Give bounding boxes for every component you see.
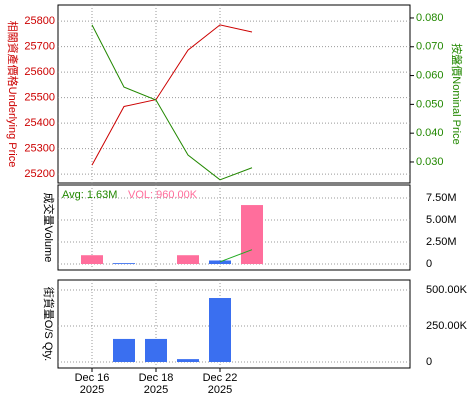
legend-entry: VOL: 960.00K xyxy=(128,189,198,201)
y2-tick-label: 0.030 xyxy=(416,156,444,168)
x-tick-label: Dec 18 xyxy=(139,372,174,384)
x-tick-label: Dec 16 xyxy=(75,372,110,384)
bar xyxy=(209,260,231,265)
x-tick-label: Dec 22 xyxy=(203,372,238,384)
legend-entry: Avg: 1.63M xyxy=(62,189,117,201)
y-axis-title: 街貨量O/S Qty. xyxy=(42,287,56,361)
bar xyxy=(209,298,231,362)
bar xyxy=(113,338,135,362)
y-tick-label: 25600 xyxy=(24,66,55,78)
bar xyxy=(113,263,135,265)
plot-area xyxy=(57,279,411,369)
plot-area xyxy=(57,4,411,184)
series-line xyxy=(91,24,253,181)
series-line xyxy=(91,24,253,166)
y-tick-label: 25300 xyxy=(24,142,55,154)
y-tick-label: 500.00K xyxy=(426,284,468,296)
bar xyxy=(145,338,167,362)
y-tick-label: 0 xyxy=(426,258,432,270)
y2-tick-label: 0.060 xyxy=(416,69,444,81)
y2-tick-label: 0.070 xyxy=(416,41,444,53)
y2-tick-label: 0.040 xyxy=(416,127,444,139)
plot-area xyxy=(57,184,411,271)
y2-axis-title: 按盤價Nominal Price xyxy=(450,43,464,144)
bar xyxy=(241,205,263,265)
y-tick-label: 5.00M xyxy=(426,214,457,226)
y-tick-label: 25400 xyxy=(24,117,55,129)
y-tick-label: 250.00K xyxy=(426,320,468,332)
y-tick-label: 0 xyxy=(426,356,432,368)
y-axis-title: 相關資產價格Underlying Price xyxy=(6,21,20,168)
bar xyxy=(177,359,199,362)
x-tick-year: 2025 xyxy=(208,384,232,396)
y2-tick-label: 0.050 xyxy=(416,98,444,110)
y-tick-label: 25500 xyxy=(24,91,55,103)
x-tick-year: 2025 xyxy=(80,384,104,396)
y2-tick-label: 0.080 xyxy=(416,12,444,24)
y-tick-label: 25800 xyxy=(24,15,55,27)
y-tick-label: 25700 xyxy=(24,40,55,52)
y-tick-label: 25200 xyxy=(24,168,55,180)
x-tick-year: 2025 xyxy=(144,384,168,396)
bar xyxy=(81,255,103,265)
y-tick-label: 2.50M xyxy=(426,236,457,248)
series-line xyxy=(219,249,253,263)
y-tick-label: 7.50M xyxy=(426,192,457,204)
y-axis-title: 成交量Volume xyxy=(42,193,56,263)
bar xyxy=(177,255,199,265)
